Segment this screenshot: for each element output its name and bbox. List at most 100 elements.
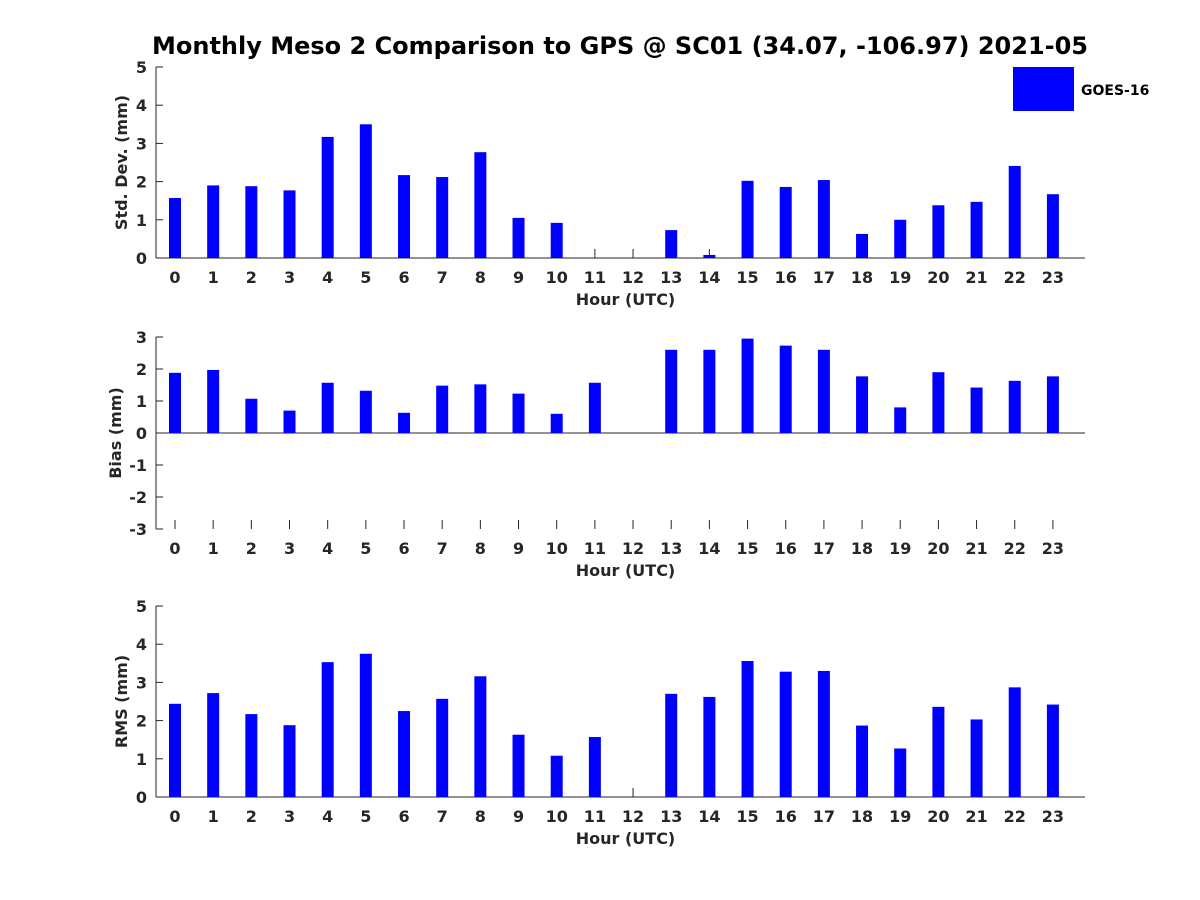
x-tick-label: 14: [698, 539, 720, 558]
bar-hour-18: [856, 233, 869, 258]
x-tick-label: 18: [851, 268, 873, 287]
bar-hour-10: [550, 413, 563, 433]
x-tick-label: 11: [584, 539, 606, 558]
y-tick-label: -2: [129, 488, 147, 507]
bar-hour-20: [932, 372, 945, 433]
bar-hour-3: [283, 190, 296, 258]
x-tick-label: 0: [169, 268, 180, 287]
x-tick-label: 3: [284, 539, 295, 558]
x-tick-label: 19: [889, 268, 911, 287]
bar-hour-0: [169, 703, 181, 797]
bar-hour-3: [283, 410, 296, 433]
x-tick-label: 7: [437, 539, 448, 558]
x-tick-label: 6: [398, 807, 409, 826]
x-tick-label: 18: [851, 539, 873, 558]
bar-hour-8: [474, 676, 487, 797]
x-tick-label: 12: [622, 539, 644, 558]
bar-hour-7: [436, 177, 449, 258]
bar-hour-17: [817, 670, 830, 797]
x-tick-label: 20: [927, 807, 949, 826]
y-axis-label: Std. Dev. (mm): [112, 95, 131, 230]
x-tick-label: 21: [965, 539, 987, 558]
x-tick-label: 4: [322, 807, 333, 826]
bar-hour-16: [779, 186, 792, 258]
y-tick-label: 5: [136, 597, 147, 616]
x-tick-label: 16: [775, 268, 797, 287]
bar-hour-10: [550, 222, 563, 258]
x-tick-label: 7: [437, 807, 448, 826]
x-tick-label: 5: [360, 539, 371, 558]
legend-label-goes16: GOES-16: [1081, 83, 1149, 99]
x-tick-label: 20: [927, 268, 949, 287]
bar-hour-2: [245, 398, 258, 433]
bar-hour-13: [665, 693, 678, 797]
x-tick-label: 10: [546, 268, 568, 287]
bar-hour-5: [359, 653, 372, 797]
x-tick-label: 1: [208, 539, 219, 558]
y-tick-label: 2: [136, 360, 147, 379]
x-tick-label: 3: [284, 807, 295, 826]
x-tick-label: 15: [736, 268, 758, 287]
y-tick-label: 2: [136, 712, 147, 731]
bar-hour-9: [512, 393, 525, 433]
y-tick-label: 4: [136, 96, 147, 115]
bar-hour-0: [169, 372, 181, 433]
x-tick-label: 1: [208, 807, 219, 826]
bar-hour-7: [436, 385, 449, 433]
y-axis-label: Bias (mm): [106, 387, 125, 479]
bar-hour-10: [550, 755, 563, 797]
x-tick-label: 17: [813, 539, 835, 558]
bar-hour-4: [321, 382, 334, 433]
x-axis-label: Hour (UTC): [576, 829, 676, 848]
x-tick-label: 11: [584, 268, 606, 287]
bar-hour-15: [741, 180, 754, 258]
bar-hour-2: [245, 714, 258, 797]
y-tick-label: 4: [136, 635, 147, 654]
x-axis-label: Hour (UTC): [576, 561, 676, 580]
x-tick-label: 4: [322, 539, 333, 558]
x-tick-label: 14: [698, 807, 720, 826]
x-tick-label: 12: [622, 268, 644, 287]
bar-hour-18: [856, 725, 869, 797]
bar-hour-9: [512, 217, 525, 258]
bar-hour-2: [245, 186, 258, 258]
x-tick-label: 0: [169, 539, 180, 558]
y-axis-label: RMS (mm): [112, 655, 131, 748]
bar-hour-14: [703, 696, 716, 797]
x-tick-label: 11: [584, 807, 606, 826]
bar-hour-21: [970, 387, 983, 433]
x-tick-label: 4: [322, 268, 333, 287]
x-tick-label: 21: [965, 268, 987, 287]
legend-swatch-goes16: [1013, 67, 1074, 111]
bar-hour-11: [588, 737, 601, 797]
bar-hour-15: [741, 661, 754, 797]
bar-hour-22: [1008, 687, 1021, 797]
bar-hour-13: [665, 349, 678, 433]
bar-hour-20: [932, 706, 945, 797]
x-tick-label: 2: [246, 268, 257, 287]
x-tick-label: 13: [660, 807, 682, 826]
bar-hour-21: [970, 201, 983, 258]
x-tick-label: 6: [398, 539, 409, 558]
x-tick-label: 23: [1042, 807, 1064, 826]
bar-hour-8: [474, 384, 487, 433]
bar-hour-0: [169, 198, 181, 258]
bar-hour-16: [779, 671, 792, 797]
bar-hour-6: [398, 711, 411, 797]
x-tick-label: 2: [246, 807, 257, 826]
y-tick-label: 5: [136, 58, 147, 77]
bar-hour-7: [436, 698, 449, 797]
bar-hour-15: [741, 338, 754, 433]
x-tick-label: 6: [398, 268, 409, 287]
x-tick-label: 0: [169, 807, 180, 826]
bar-hour-23: [1046, 376, 1059, 433]
x-tick-label: 22: [1004, 268, 1026, 287]
x-tick-label: 1: [208, 268, 219, 287]
x-tick-label: 12: [622, 807, 644, 826]
x-tick-label: 16: [775, 807, 797, 826]
bar-hour-16: [779, 345, 792, 433]
bar-hour-17: [817, 180, 830, 258]
